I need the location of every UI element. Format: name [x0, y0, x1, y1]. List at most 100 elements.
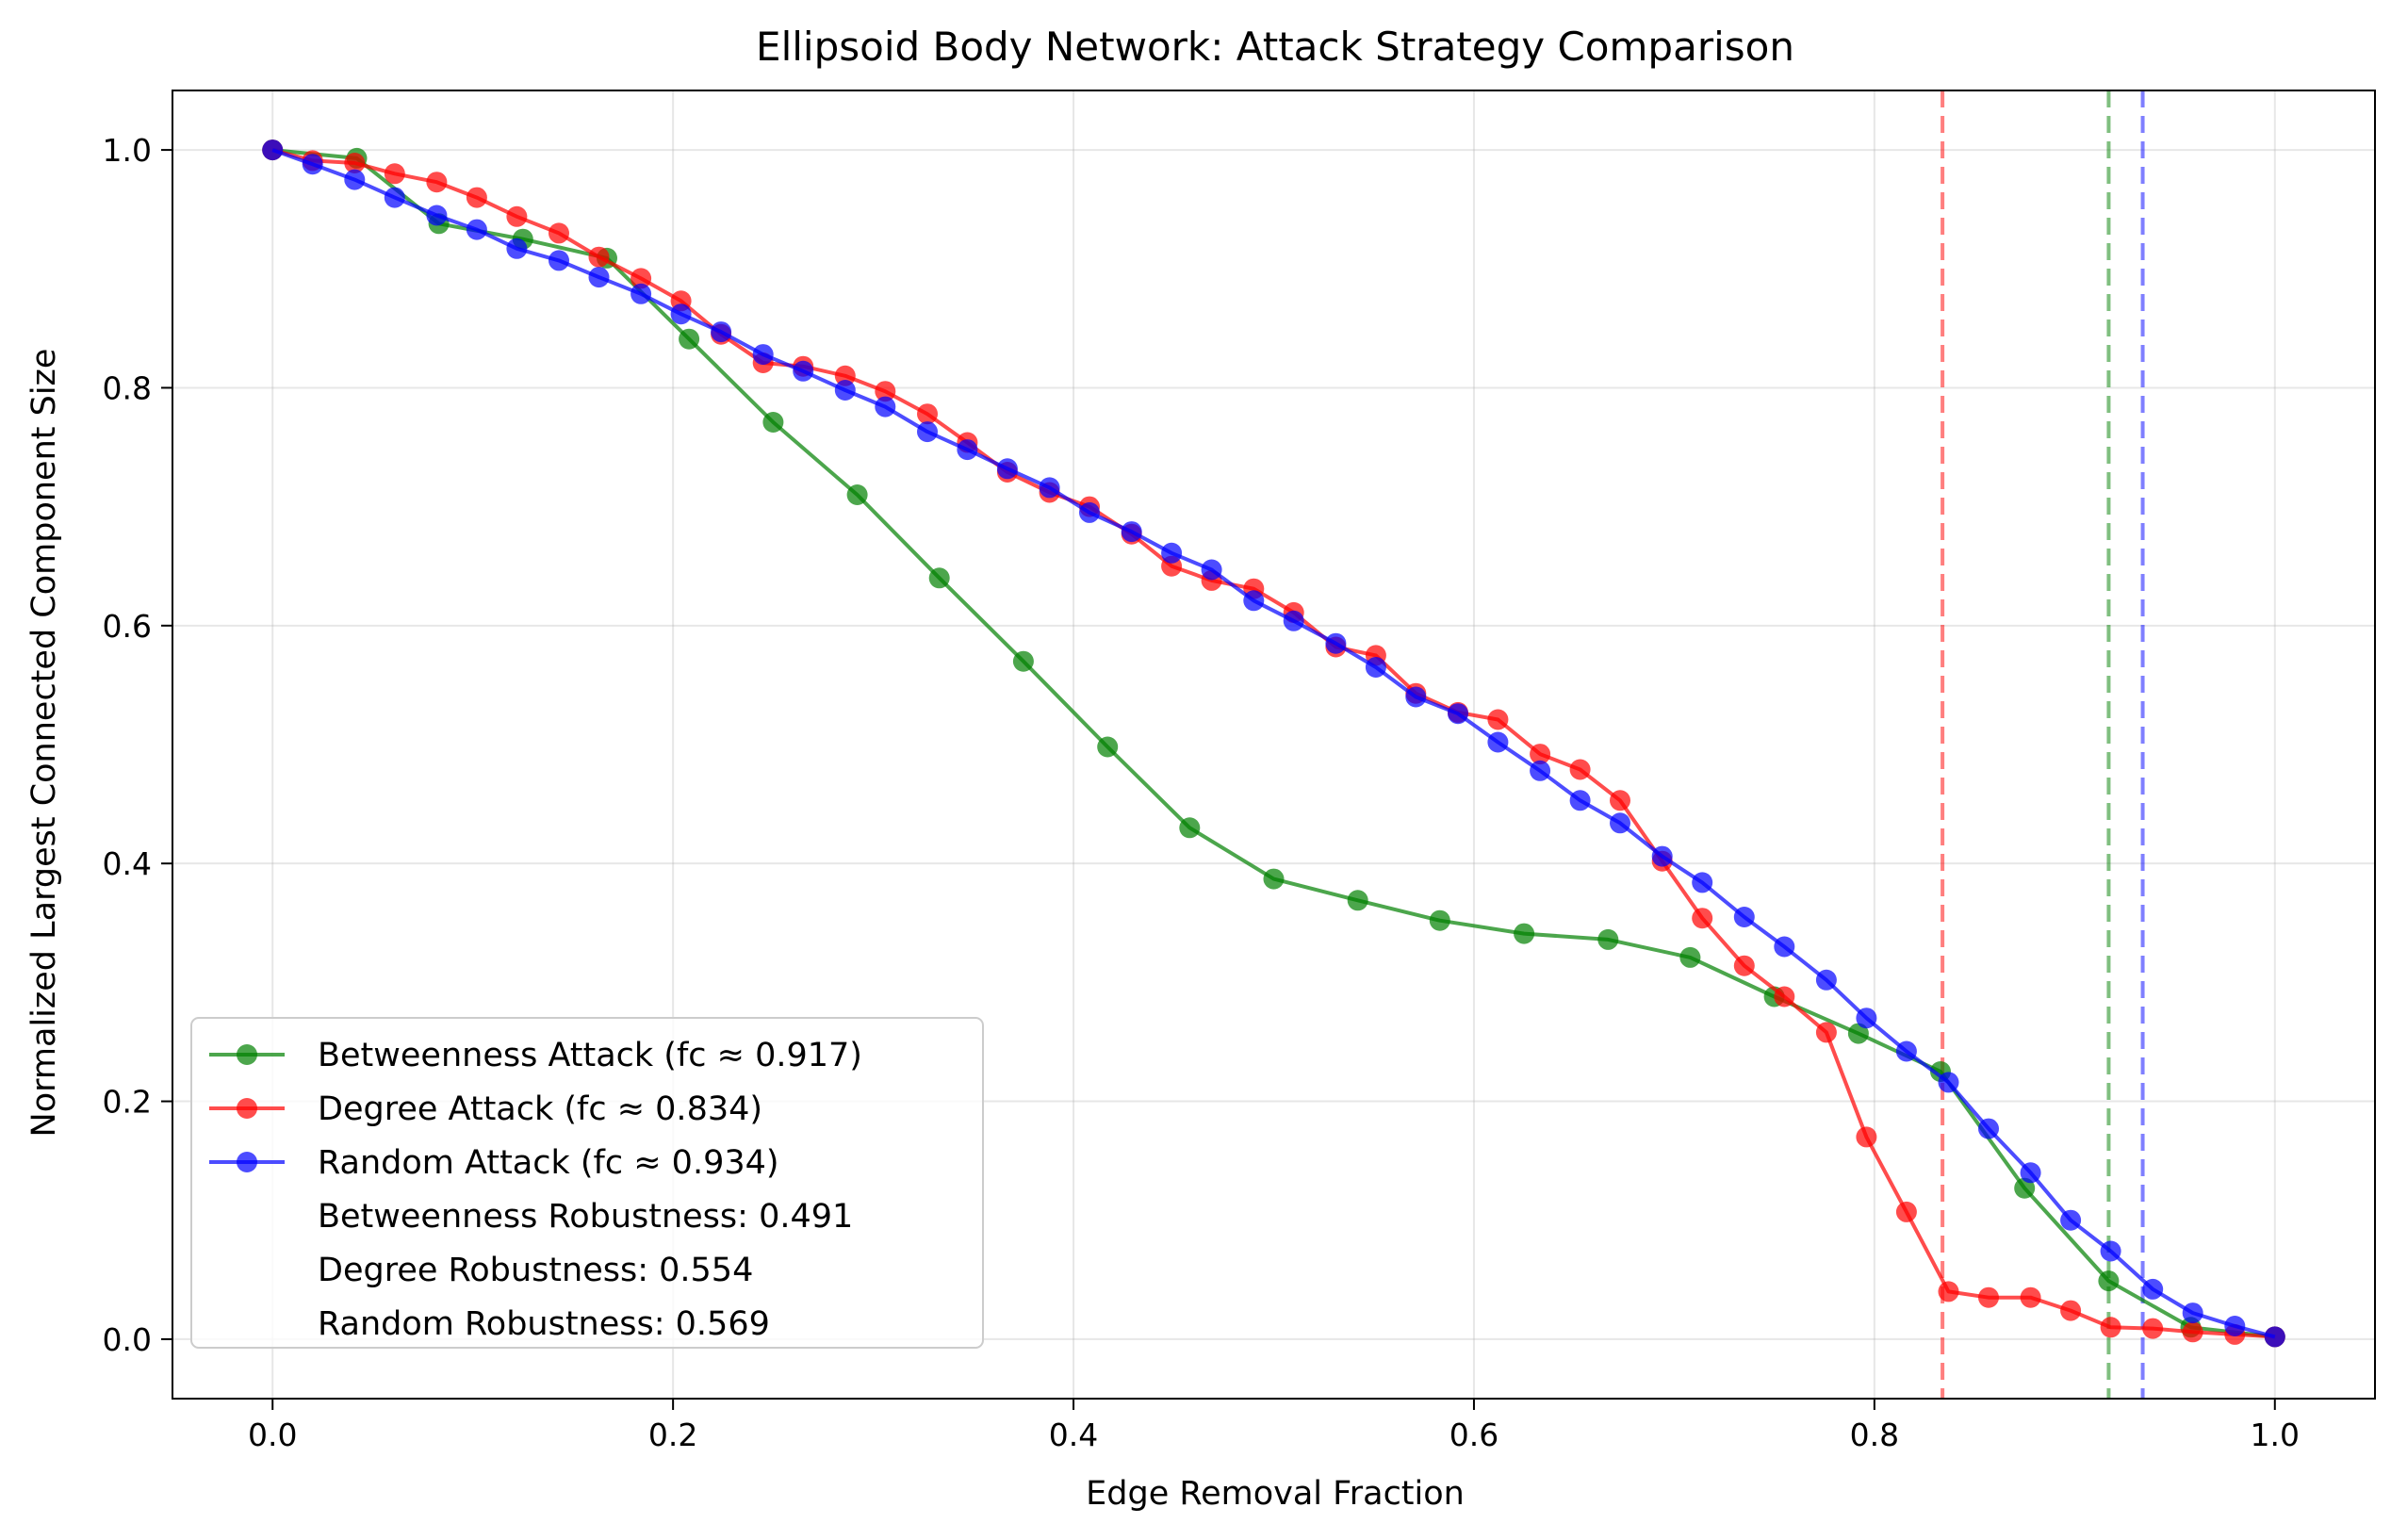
- y-tick-label: 1.0: [103, 132, 152, 169]
- data-point: [846, 484, 868, 505]
- data-point: [588, 267, 610, 288]
- data-point: [1597, 928, 1619, 950]
- data-point: [1079, 501, 1100, 523]
- data-point: [1012, 650, 1034, 672]
- x-tick-label: 0.2: [648, 1417, 697, 1453]
- data-point: [1692, 872, 1713, 893]
- threshold-lines: [1941, 90, 2145, 1399]
- data-point: [1938, 1281, 1959, 1302]
- data-point: [2142, 1318, 2164, 1339]
- plot-frame: [172, 90, 2376, 1400]
- data-point: [1733, 955, 1755, 976]
- data-point: [957, 439, 978, 461]
- data-point: [1847, 1023, 1869, 1044]
- legend-betweenness-robustness: Betweenness Robustness: 0.491: [318, 1198, 853, 1236]
- y-tick-label: 0.2: [103, 1084, 152, 1121]
- y-tick-label: 0.0: [103, 1321, 152, 1358]
- data-point: [588, 246, 610, 268]
- x-tick-label: 0.6: [1449, 1417, 1498, 1453]
- data-point: [752, 344, 774, 366]
- data-point: [1161, 542, 1183, 564]
- data-point: [793, 360, 814, 382]
- data-point: [1938, 1072, 1959, 1093]
- data-point: [549, 222, 569, 244]
- data-point: [1569, 790, 1591, 811]
- data-point: [1283, 610, 1304, 631]
- data-point: [2020, 1286, 2041, 1308]
- data-point: [1856, 1008, 1877, 1029]
- data-point: [1347, 890, 1368, 911]
- data-point: [1815, 1022, 1837, 1043]
- data-point: [1679, 946, 1701, 968]
- y-axis-label: Normalized Largest Connected Component S…: [25, 349, 63, 1138]
- data-point: [834, 365, 856, 386]
- y-tick-label: 0.4: [103, 845, 152, 882]
- data-point: [875, 381, 896, 402]
- data-point: [1039, 477, 1060, 499]
- data-point: [2020, 1162, 2041, 1184]
- data-point: [506, 205, 528, 227]
- data-point: [2060, 1300, 2082, 1321]
- y-tick-label: 0.6: [103, 608, 152, 645]
- data-point: [1774, 986, 1795, 1008]
- legend-label-betweenness: Betweenness Attack (fc ≈ 0.917): [318, 1037, 862, 1074]
- data-point: [2182, 1321, 2203, 1343]
- data-point: [1448, 703, 1468, 725]
- data-point: [344, 153, 366, 173]
- data-point: [1530, 760, 1551, 781]
- ticks: 0.0 0.2 0.4 0.6 0.8 1.0 0.0 0.2 0.4 0.6 0.8 1.0: [103, 132, 2300, 1453]
- data-point: [834, 380, 856, 401]
- legend: Betweenness Attack (fc ≈ 0.917) Degree A…: [190, 1017, 984, 1349]
- data-point: [631, 268, 652, 289]
- data-point: [2100, 1317, 2121, 1338]
- data-point: [2060, 1209, 2082, 1231]
- legend-marker-betweenness: [237, 1044, 257, 1065]
- data-point: [1895, 1201, 1917, 1222]
- legend-marker-random: [237, 1152, 257, 1172]
- data-point: [1774, 936, 1795, 958]
- legend-random-robustness: Random Robustness: 0.569: [318, 1305, 770, 1343]
- data-point: [1179, 817, 1201, 839]
- data-point: [1365, 657, 1386, 678]
- data-point: [1651, 845, 1673, 867]
- data-point: [384, 163, 405, 185]
- data-point: [996, 458, 1018, 480]
- data-point: [466, 219, 487, 240]
- data-point: [2100, 1240, 2121, 1262]
- x-axis-label: Edge Removal Fraction: [1086, 1475, 1465, 1513]
- data-point: [506, 238, 528, 259]
- data-point: [1978, 1118, 1999, 1139]
- data-point: [1733, 907, 1755, 927]
- x-tick-label: 1.0: [2251, 1417, 2300, 1453]
- series-group: [262, 139, 2285, 1348]
- legend-marker-degree: [237, 1098, 257, 1119]
- data-point: [1530, 744, 1551, 765]
- chart-title: Ellipsoid Body Network: Attack Strategy …: [756, 24, 1794, 70]
- data-point: [384, 187, 405, 208]
- data-point: [762, 412, 784, 433]
- data-point: [1429, 909, 1450, 931]
- data-point: [1325, 632, 1347, 654]
- data-point: [711, 321, 732, 343]
- data-point: [1487, 709, 1509, 730]
- data-point: [1405, 686, 1427, 708]
- data-point: [344, 169, 366, 190]
- data-point: [426, 205, 448, 226]
- x-tick-label: 0.0: [248, 1417, 297, 1453]
- data-point: [917, 421, 938, 443]
- legend-label-random: Random Attack (fc ≈ 0.934): [318, 1144, 779, 1182]
- series-2: [262, 139, 2285, 1348]
- x-tick-label: 0.8: [1850, 1417, 1899, 1453]
- data-point: [1895, 1040, 1917, 1062]
- data-point: [2224, 1316, 2246, 1336]
- data-point: [2264, 1326, 2285, 1348]
- data-point: [1610, 790, 1630, 811]
- data-point: [1978, 1286, 1999, 1308]
- legend-label-degree: Degree Attack (fc ≈ 0.834): [318, 1090, 762, 1128]
- data-point: [1692, 908, 1713, 929]
- data-point: [262, 139, 284, 161]
- x-tick-label: 0.4: [1049, 1417, 1098, 1453]
- data-point: [1610, 812, 1630, 834]
- data-point: [1097, 736, 1119, 758]
